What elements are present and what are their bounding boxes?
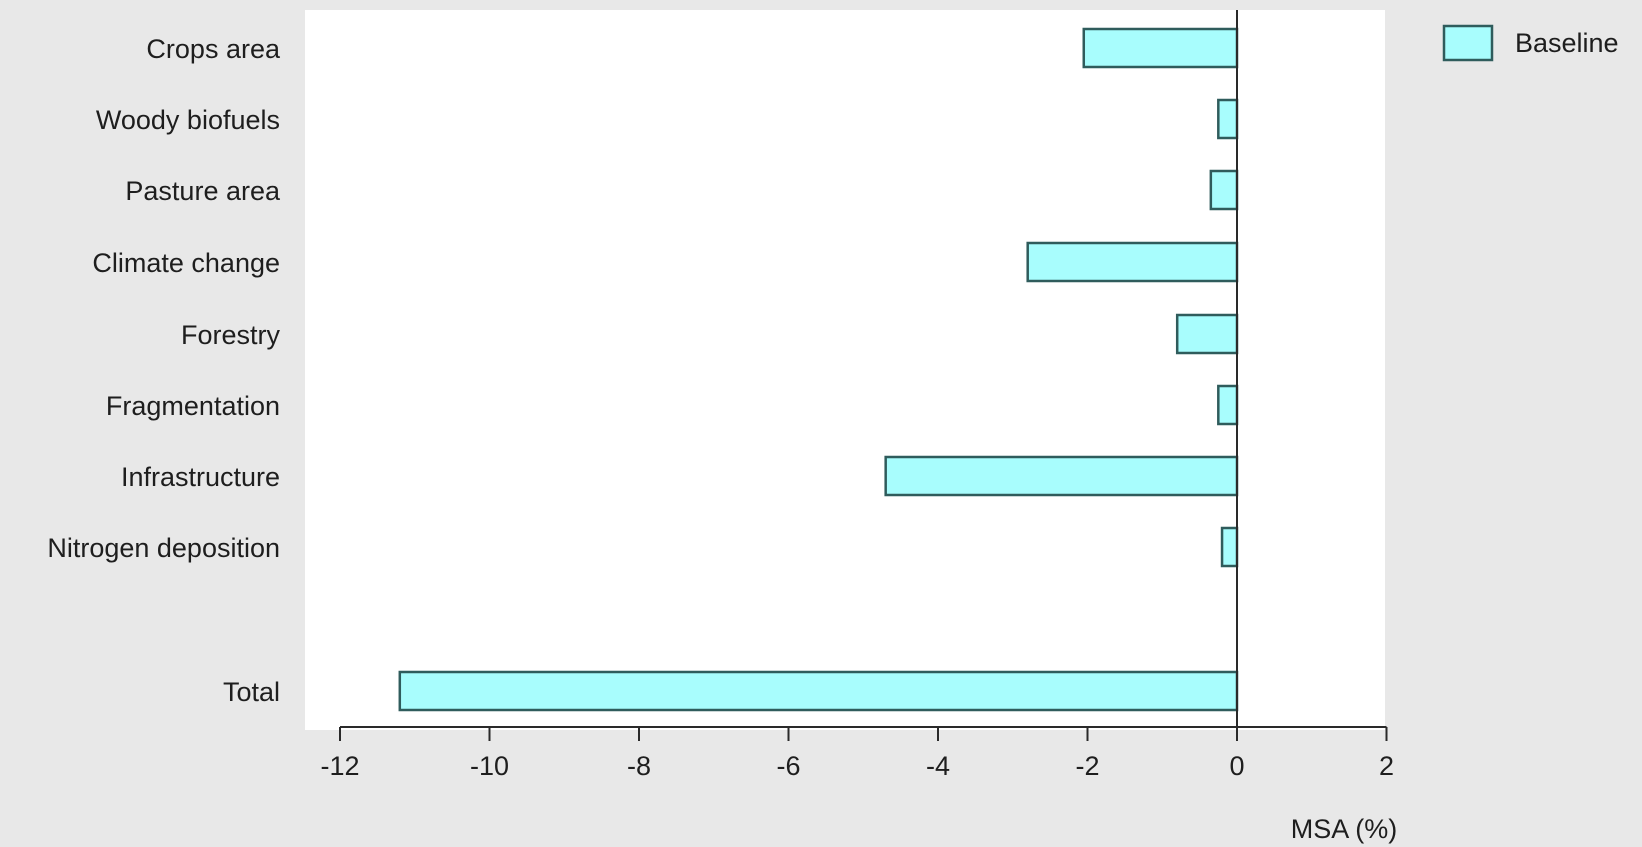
- category-label: Forestry: [181, 320, 281, 350]
- category-label: Woody biofuels: [96, 105, 280, 135]
- category-label: Nitrogen deposition: [47, 533, 280, 563]
- bars-group: [398, 27, 1239, 712]
- bar: [1082, 27, 1239, 69]
- x-tick-label: -12: [320, 751, 359, 781]
- bar: [1175, 313, 1239, 355]
- bar: [1217, 384, 1239, 426]
- plot-area: [305, 10, 1385, 730]
- category-label: Fragmentation: [106, 391, 280, 421]
- x-axis: -12 -10 -8 -6 -4 -2 0 2: [320, 726, 1394, 781]
- legend-swatch: [1442, 24, 1494, 62]
- category-label: Crops area: [146, 34, 281, 64]
- x-axis-label: MSA (%): [1291, 814, 1398, 844]
- x-tick-label: -6: [776, 751, 800, 781]
- bar: [398, 670, 1239, 712]
- x-tick-label: -2: [1075, 751, 1099, 781]
- x-tick-label: -8: [627, 751, 651, 781]
- bar: [1220, 526, 1239, 568]
- bar: [1209, 169, 1239, 211]
- bar: [1217, 98, 1239, 140]
- legend-label: Baseline: [1515, 28, 1619, 58]
- category-labels: Crops area Woody biofuels Pasture area Clim…: [47, 34, 281, 707]
- category-label: Climate change: [92, 248, 280, 278]
- category-label: Total: [223, 677, 280, 707]
- x-tick-label: -4: [926, 751, 950, 781]
- x-tick-label: 2: [1379, 751, 1394, 781]
- x-tick-label: 0: [1229, 751, 1244, 781]
- bar: [1026, 241, 1239, 283]
- x-tick-label: -10: [470, 751, 509, 781]
- bar: [884, 455, 1239, 497]
- category-label: Infrastructure: [121, 462, 280, 492]
- legend: Baseline: [1442, 24, 1619, 62]
- category-label: Pasture area: [125, 176, 281, 206]
